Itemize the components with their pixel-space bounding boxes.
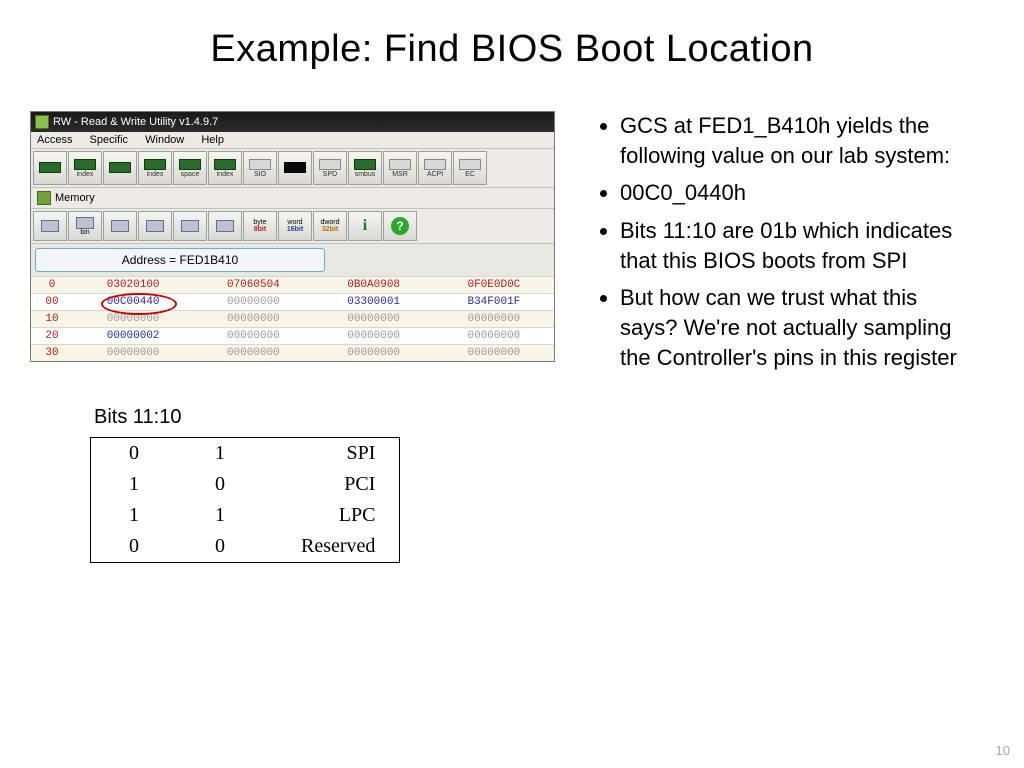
bullet-item: But how can we trust what this says? We'… — [620, 283, 980, 372]
memory-panel-label: Memory — [55, 192, 95, 204]
hex-header-cell: 0 — [31, 277, 73, 294]
memory-toolbar-button[interactable] — [173, 211, 207, 241]
menu-access[interactable]: Access — [37, 134, 72, 146]
hex-row-addr: 00 — [31, 294, 73, 311]
rw-toolbar-memory: bin byte8bitword16bitdword32biti? — [31, 209, 554, 244]
hex-row-addr: 10 — [31, 311, 73, 328]
rw-titlebar: RW - Read & Write Utility v1.4.9.7 — [31, 112, 554, 132]
bits-cell: 1 — [91, 500, 178, 531]
bits-table: 01SPI10PCI11LPC00Reserved — [90, 437, 400, 563]
toolbar-button[interactable]: index — [68, 151, 102, 185]
bits-cell: LPC — [263, 500, 400, 531]
hex-cell: 00000000 — [434, 328, 554, 345]
hex-dump-table: 003020100070605040B0A09080F0E0D0C 0000C00… — [31, 276, 554, 361]
hex-cell: 00000000 — [314, 311, 434, 328]
hex-header-cell: 0B0A0908 — [314, 277, 434, 294]
hex-cell: 00C00440 — [73, 294, 193, 311]
bullet-item: Bits 11:10 are 01b which indicates that … — [620, 216, 980, 275]
hex-row-addr: 20 — [31, 328, 73, 345]
hex-cell: 03300001 — [314, 294, 434, 311]
toolbar-button[interactable]: SPD — [313, 151, 347, 185]
hex-cell: 00000000 — [193, 294, 313, 311]
toolbar-button[interactable] — [103, 151, 137, 185]
rw-toolbar-main: indexindexspaceindexSIOSPDsmbusMSRACPIEC — [31, 149, 554, 188]
rw-window: RW - Read & Write Utility v1.4.9.7 Acces… — [30, 111, 555, 362]
menu-help[interactable]: Help — [201, 134, 224, 146]
toolbar-button[interactable]: index — [208, 151, 242, 185]
memory-toolbar-button[interactable]: i — [348, 211, 382, 241]
toolbar-button[interactable]: EC — [453, 151, 487, 185]
memory-toolbar-button[interactable] — [103, 211, 137, 241]
app-icon — [35, 115, 49, 129]
hex-cell: 00000000 — [193, 311, 313, 328]
toolbar-button[interactable]: ACPI — [418, 151, 452, 185]
toolbar-button[interactable]: space — [173, 151, 207, 185]
bits-cell: 0 — [177, 531, 263, 563]
memory-toolbar-button[interactable]: ? — [383, 211, 417, 241]
address-field[interactable]: Address = FED1B410 — [35, 248, 325, 272]
memory-toolbar-button[interactable] — [208, 211, 242, 241]
hex-header-cell: 0F0E0D0C — [434, 277, 554, 294]
toolbar-button[interactable]: index — [138, 151, 172, 185]
memory-toolbar-button[interactable]: word16bit — [278, 211, 312, 241]
slide-title: Example: Find BIOS Boot Location — [0, 0, 1024, 71]
menu-window[interactable]: Window — [145, 134, 184, 146]
memory-toolbar-button[interactable]: dword32bit — [313, 211, 347, 241]
hex-cell: 00000000 — [193, 345, 313, 362]
bits-cell: PCI — [263, 469, 400, 500]
bullet-item: GCS at FED1_B410h yields the following v… — [620, 111, 980, 170]
bits-caption: Bits 11:10 — [94, 406, 570, 429]
hex-cell: 00000000 — [434, 345, 554, 362]
hex-cell: 00000000 — [434, 311, 554, 328]
bits-cell: 0 — [91, 438, 178, 470]
bits-cell: 1 — [177, 438, 263, 470]
hex-header-cell: 07060504 — [193, 277, 313, 294]
memory-toolbar-button[interactable] — [138, 211, 172, 241]
rw-menubar: Access Specific Window Help — [31, 132, 554, 149]
bullet-list: GCS at FED1_B410h yields the following v… — [594, 111, 980, 373]
hex-row-addr: 30 — [31, 345, 73, 362]
hex-cell: 00000000 — [314, 328, 434, 345]
memory-panel-title: Memory — [31, 188, 554, 209]
toolbar-button[interactable]: MSR — [383, 151, 417, 185]
hex-cell: 00000000 — [193, 328, 313, 345]
toolbar-button[interactable] — [33, 151, 67, 185]
hex-cell: 00000000 — [73, 311, 193, 328]
bits-cell: 0 — [91, 531, 178, 563]
page-number: 10 — [996, 743, 1010, 758]
hex-cell: 00000000 — [314, 345, 434, 362]
bits-cell: 0 — [177, 469, 263, 500]
bits-cell: Reserved — [263, 531, 400, 563]
memory-toolbar-button[interactable] — [33, 211, 67, 241]
menu-specific[interactable]: Specific — [90, 134, 129, 146]
hex-cell: 00000000 — [73, 345, 193, 362]
rw-title-text: RW - Read & Write Utility v1.4.9.7 — [53, 116, 218, 128]
bits-cell: 1 — [91, 469, 178, 500]
bullet-item: 00C0_0440h — [620, 178, 980, 208]
toolbar-button[interactable]: SIO — [243, 151, 277, 185]
hex-cell: 00000002 — [73, 328, 193, 345]
toolbar-button[interactable]: smbus — [348, 151, 382, 185]
hex-header-cell: 03020100 — [73, 277, 193, 294]
hex-cell: B34F001F — [434, 294, 554, 311]
memory-toolbar-button[interactable]: bin — [68, 211, 102, 241]
toolbar-button[interactable] — [278, 151, 312, 185]
memory-toolbar-button[interactable]: byte8bit — [243, 211, 277, 241]
bits-cell: SPI — [263, 438, 400, 470]
bits-cell: 1 — [177, 500, 263, 531]
memory-icon — [37, 191, 51, 205]
